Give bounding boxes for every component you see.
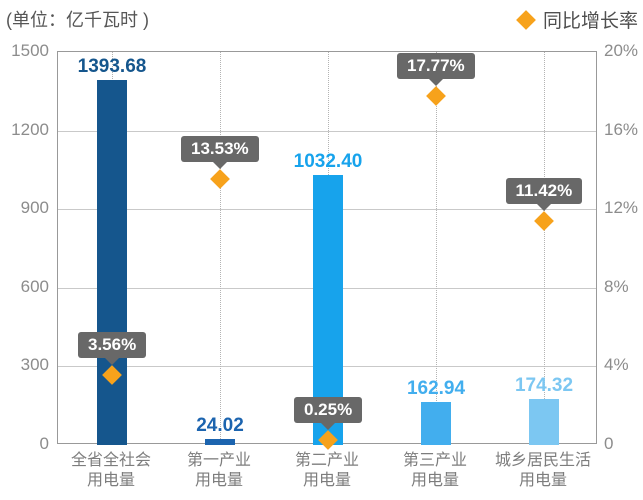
growth-callout-arrow-tertiary-industry [429, 78, 443, 86]
category-label-urban-rural-residential: 城乡居民生活 用电量 [494, 452, 591, 489]
bar-primary-industry [205, 438, 235, 445]
unit-label: (单位：亿千瓦时 ) [6, 10, 149, 30]
plot-area: 1393.68 3.56% 24.02 13.53% 1032.40 0.25% 162.9… [57, 51, 597, 450]
growth-callout-total-society: 3.56% [78, 332, 147, 358]
bar-total-society [97, 79, 127, 445]
diamond-marker-urban-rural-residential [534, 210, 554, 231]
left-axis-tick-1500: 1500 [11, 41, 49, 60]
gridline-1200 [58, 130, 596, 132]
growth-callout-urban-rural-residential: 11.42% [505, 177, 583, 204]
growth-callout-arrow-primary-industry [213, 162, 227, 170]
bar-value-primary-industry: 24.02 [196, 414, 244, 436]
dotted-line-primary-industry [220, 52, 221, 443]
diamond-marker-tertiary-industry [426, 85, 446, 106]
diamond-marker-primary-industry [210, 169, 230, 189]
category-label-total-society: 全省全社会 用电量 [70, 452, 151, 489]
dotted-line-tertiary-industry [436, 52, 437, 443]
right-axis-tick-8: 8% [604, 276, 629, 296]
growth-callout-primary-industry: 13.53% [181, 136, 259, 163]
right-axis-tick-16: 16% [604, 119, 639, 139]
category-label-primary-industry: 第一产业 用电量 [186, 452, 251, 489]
left-axis-tick-0: 0 [39, 434, 49, 453]
growth-callout-arrow-urban-rural-residential [537, 203, 551, 211]
bar-value-urban-rural-residential: 174.32 [514, 375, 574, 397]
growth-callout-arrow-total-society [105, 358, 119, 365]
right-axis-tick-0: 0 [604, 434, 614, 453]
category-label-tertiary-industry: 第三产业 用电量 [402, 452, 467, 489]
right-axis-tick-4: 4% [604, 355, 629, 375]
growth-callout-secondary-industry: 0.25% [294, 397, 363, 424]
category-label-secondary-industry: 第二产业 用电量 [294, 452, 359, 489]
bar-value-total-society: 1393.68 [77, 55, 147, 77]
left-axis-tick-600: 600 [20, 276, 49, 296]
bar-tertiary-industry [421, 402, 451, 445]
right-axis-tick-20: 20% [604, 41, 639, 60]
legend: 同比增长率 [516, 6, 638, 33]
growth-callout-tertiary-industry: 17.77% [397, 52, 475, 79]
bar-urban-rural-residential [529, 399, 559, 445]
left-axis-tick-900: 900 [20, 198, 49, 218]
dotted-line-urban-rural-residential [544, 52, 545, 443]
bar-value-secondary-industry: 1032.40 [293, 150, 363, 172]
diamond-legend-icon [516, 9, 536, 30]
right-axis-tick-12: 12% [604, 198, 639, 218]
bar-value-tertiary-industry: 162.94 [406, 378, 466, 400]
left-axis-tick-1200: 1200 [11, 119, 49, 139]
left-axis-tick-300: 300 [20, 355, 49, 375]
growth-callout-arrow-secondary-industry [321, 423, 335, 431]
legend-label: 同比增长率 [542, 11, 638, 32]
